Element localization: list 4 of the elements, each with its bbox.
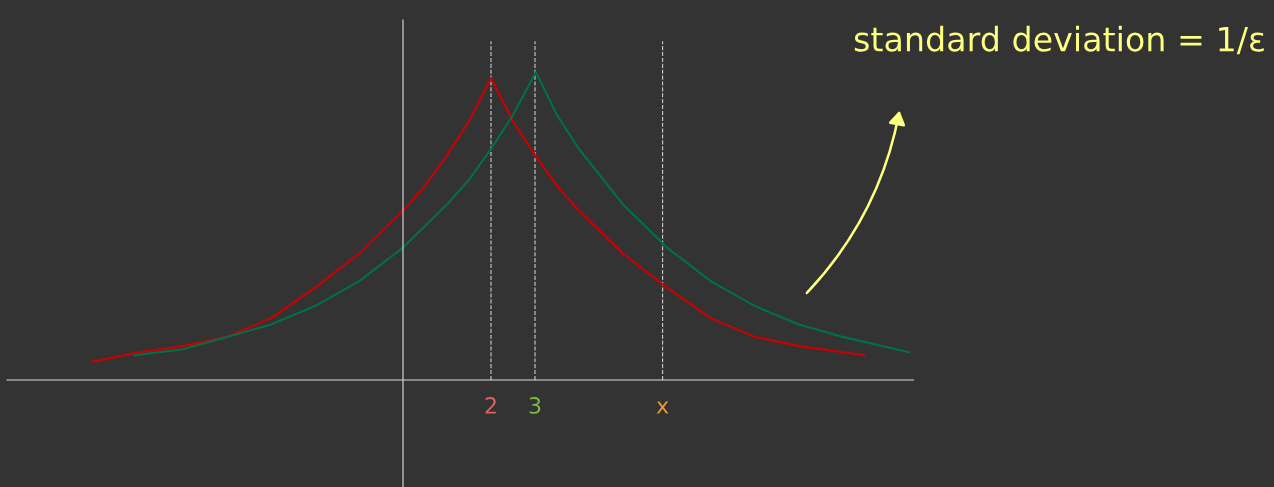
x-tick-label: x (656, 401, 669, 414)
x-tick-label: 3 (529, 397, 541, 414)
text: standard deviation = 1/ε (854, 25, 1264, 55)
x-tick-label: 2 (485, 397, 496, 414)
